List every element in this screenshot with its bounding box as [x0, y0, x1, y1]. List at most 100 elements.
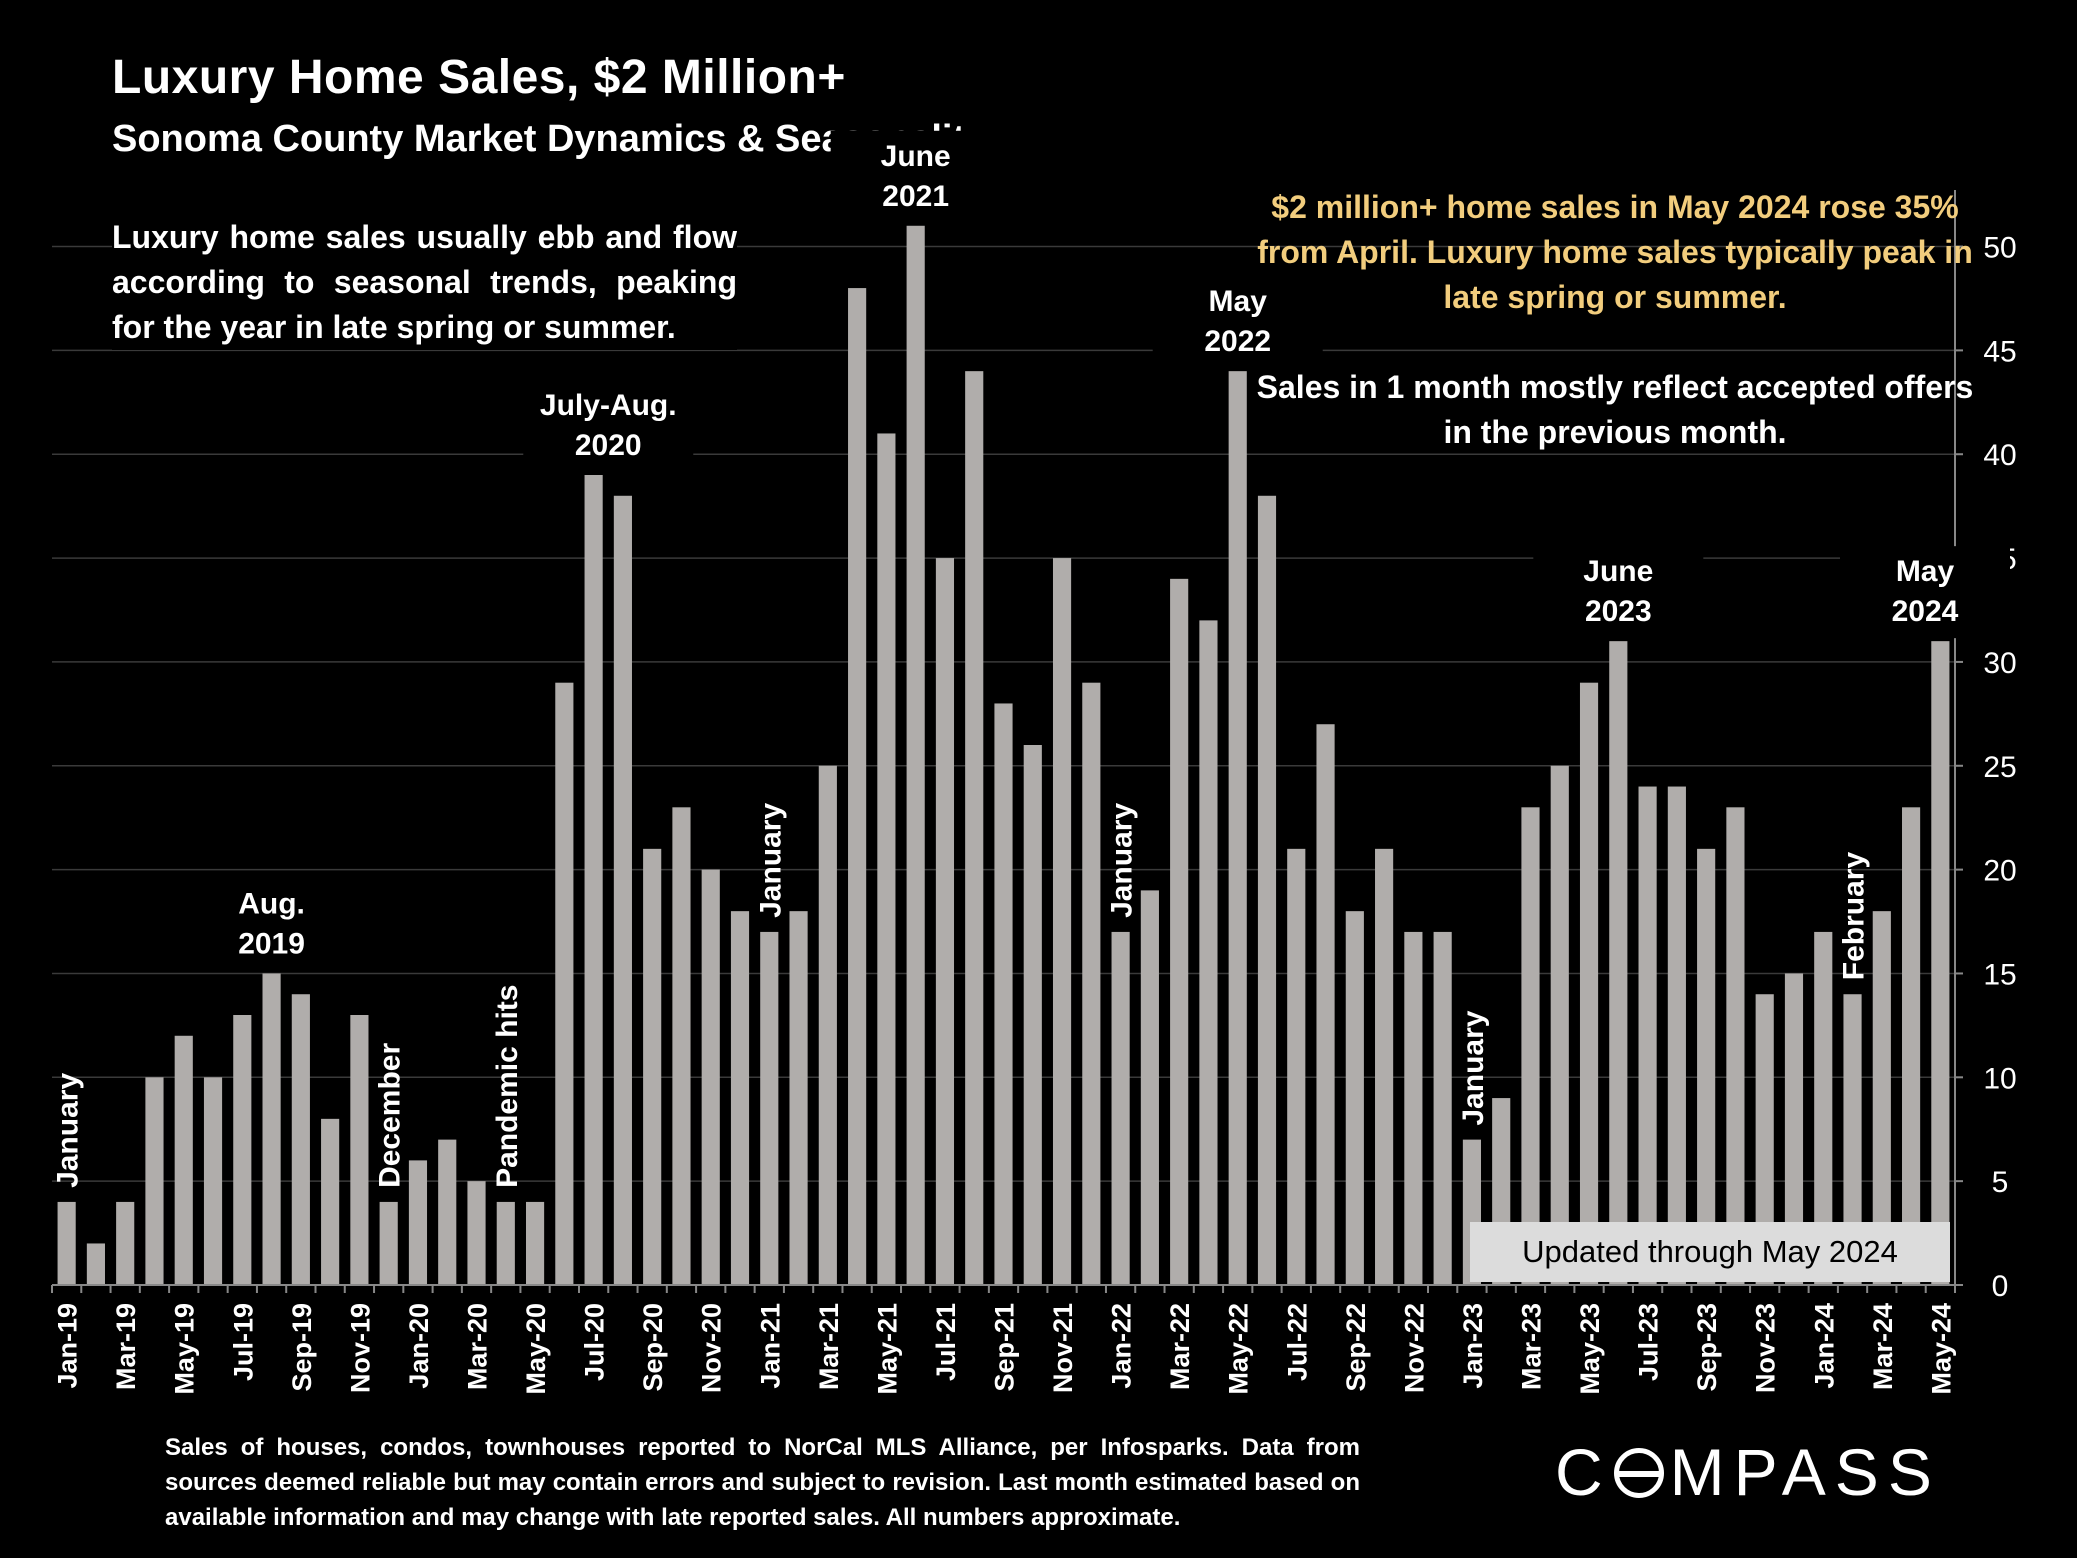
bar [672, 807, 691, 1285]
bar [1345, 911, 1364, 1285]
bar [1638, 786, 1657, 1285]
x-axis-tick-label: Nov-19 [345, 1303, 375, 1393]
bar [1755, 994, 1774, 1285]
x-axis-tick-label: Jul-23 [1634, 1303, 1664, 1381]
bar [848, 288, 867, 1286]
x-axis-tick-label: Sep-23 [1692, 1303, 1722, 1392]
annotation-line: May [1209, 285, 1268, 318]
bar [760, 931, 779, 1285]
bar [818, 765, 837, 1285]
x-axis-tick-label: May-19 [170, 1303, 200, 1395]
annotation-background [186, 878, 357, 971]
annotation-label: January [754, 803, 787, 918]
bar [1404, 931, 1423, 1285]
bar [379, 1201, 398, 1285]
annotation-label: July-Aug. 2020 [540, 389, 677, 462]
annotation-label: May 2024 [1892, 555, 1959, 628]
bar [1843, 994, 1862, 1285]
x-axis-tick-label: May-22 [1224, 1303, 1254, 1395]
annotation-label: June 2023 [1583, 555, 1653, 628]
annotation-background [1840, 546, 2010, 639]
annotation-line: 2019 [238, 927, 305, 960]
bar [1814, 931, 1833, 1285]
bar [1287, 848, 1306, 1285]
x-axis-tick-label: Jul-19 [228, 1303, 258, 1381]
x-axis-tick-label: Jan-24 [1809, 1303, 1839, 1389]
bar [291, 994, 310, 1285]
annotation-line: 2021 [882, 180, 949, 213]
bar [1375, 848, 1394, 1285]
y-axis-tick-label: 10 [1983, 1062, 2016, 1095]
x-axis-tick-label: Nov-22 [1399, 1303, 1429, 1393]
bar [1550, 765, 1569, 1285]
annotation-label: June 2021 [881, 140, 951, 213]
annotation-line: 2020 [575, 429, 642, 462]
bar [1784, 973, 1804, 1285]
callout-highlight: $2 million+ home sales in May 2024 rose … [1257, 189, 1973, 315]
bar [1170, 578, 1189, 1285]
annotation-line: 2023 [1585, 595, 1652, 628]
x-axis-tick-label: May-23 [1575, 1303, 1605, 1395]
callout-note: Sales in 1 month mostly reflect accepted… [1256, 369, 1974, 450]
bar [1609, 641, 1628, 1285]
bar [1199, 620, 1218, 1285]
chart-axes [51, 190, 1963, 1293]
x-axis-tick-label: Jan-20 [404, 1303, 434, 1389]
bar [321, 1118, 340, 1285]
x-axis-tick-label: May-24 [1926, 1303, 1956, 1395]
bar [350, 1015, 369, 1285]
y-axis-tick-label: 30 [1983, 647, 2016, 680]
chart-description: Luxury home sales usually ebb and flow a… [112, 215, 737, 350]
annotation-background [523, 380, 694, 472]
bar [467, 1181, 486, 1285]
annotation-line: 2022 [1204, 325, 1271, 358]
y-axis-tick-label: 0 [1992, 1270, 2009, 1303]
bar [584, 475, 603, 1285]
annotation-label: December [374, 1043, 407, 1188]
bar [1931, 641, 1950, 1285]
annotation-label: January [52, 1073, 85, 1188]
bar [965, 371, 984, 1286]
bar [174, 1035, 193, 1285]
bar [496, 1201, 515, 1285]
annotation-background [1152, 276, 1323, 369]
x-axis-tick-label: Mar-24 [1868, 1303, 1898, 1390]
bar [730, 911, 750, 1285]
chart-annotations: January Aug. 2019 December Pandemic hits July… [52, 130, 2010, 1188]
x-axis-tick-label: Jan-22 [1107, 1303, 1137, 1389]
bar [935, 558, 955, 1285]
annotation-background [830, 130, 1001, 223]
x-axis-tick-label: Nov-23 [1751, 1303, 1781, 1393]
annotation-line: July-Aug. [540, 389, 677, 422]
x-axis-tick-label: Mar-21 [814, 1303, 844, 1390]
x-axis-tick-label: Mar-22 [1165, 1303, 1195, 1390]
bar [1052, 558, 1072, 1285]
annotation-line: June [881, 140, 951, 173]
x-axis-tick-label: Jan-21 [755, 1303, 785, 1389]
bar [233, 1015, 252, 1285]
bar [994, 703, 1013, 1285]
annotation-label: January [1106, 803, 1139, 918]
annotation-line: 2024 [1892, 595, 1959, 628]
bar [525, 1201, 545, 1285]
x-axis-tick-label: Sep-22 [1341, 1303, 1371, 1392]
bar [1872, 911, 1891, 1285]
annotation-label: May 2022 [1204, 285, 1271, 358]
bar [1579, 682, 1599, 1285]
bar [1228, 371, 1247, 1286]
x-axis-tick-label: Mar-20 [463, 1303, 493, 1390]
x-axis-tick-label: Jul-22 [1282, 1303, 1312, 1381]
bar [262, 973, 281, 1285]
x-axis-tick-label: Jul-20 [580, 1303, 610, 1381]
bar [643, 848, 662, 1285]
y-axis-tick-label: 45 [1983, 335, 2016, 368]
annotation-line: May [1896, 555, 1955, 588]
bar [57, 1201, 76, 1285]
bar [408, 1160, 428, 1285]
bar [1111, 931, 1130, 1285]
x-axis-tick-label: Jan-23 [1458, 1303, 1488, 1389]
bar [1316, 724, 1335, 1285]
bar [86, 1243, 105, 1285]
chart-bars [57, 225, 1950, 1286]
